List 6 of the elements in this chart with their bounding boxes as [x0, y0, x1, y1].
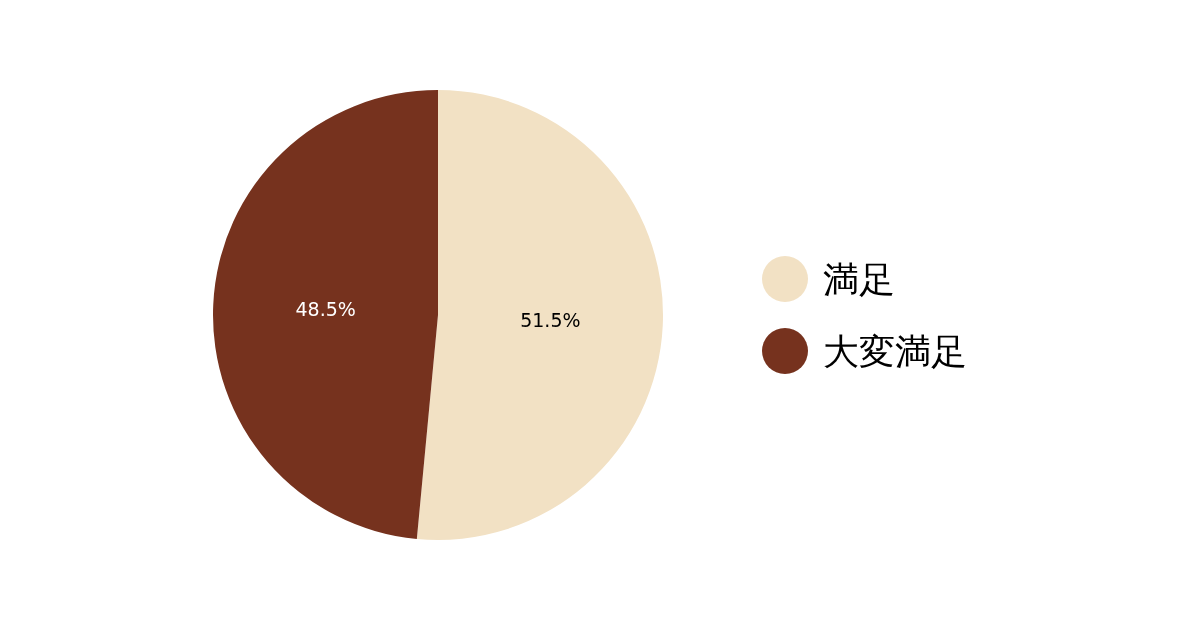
- data-label: 48.5%: [295, 298, 356, 321]
- pie-slice: [416, 90, 663, 540]
- legend-label: 大変満足: [823, 330, 967, 372]
- pie-slice: [213, 90, 438, 539]
- data-label: 51.5%: [520, 308, 581, 331]
- legend-label: 満足: [823, 258, 895, 300]
